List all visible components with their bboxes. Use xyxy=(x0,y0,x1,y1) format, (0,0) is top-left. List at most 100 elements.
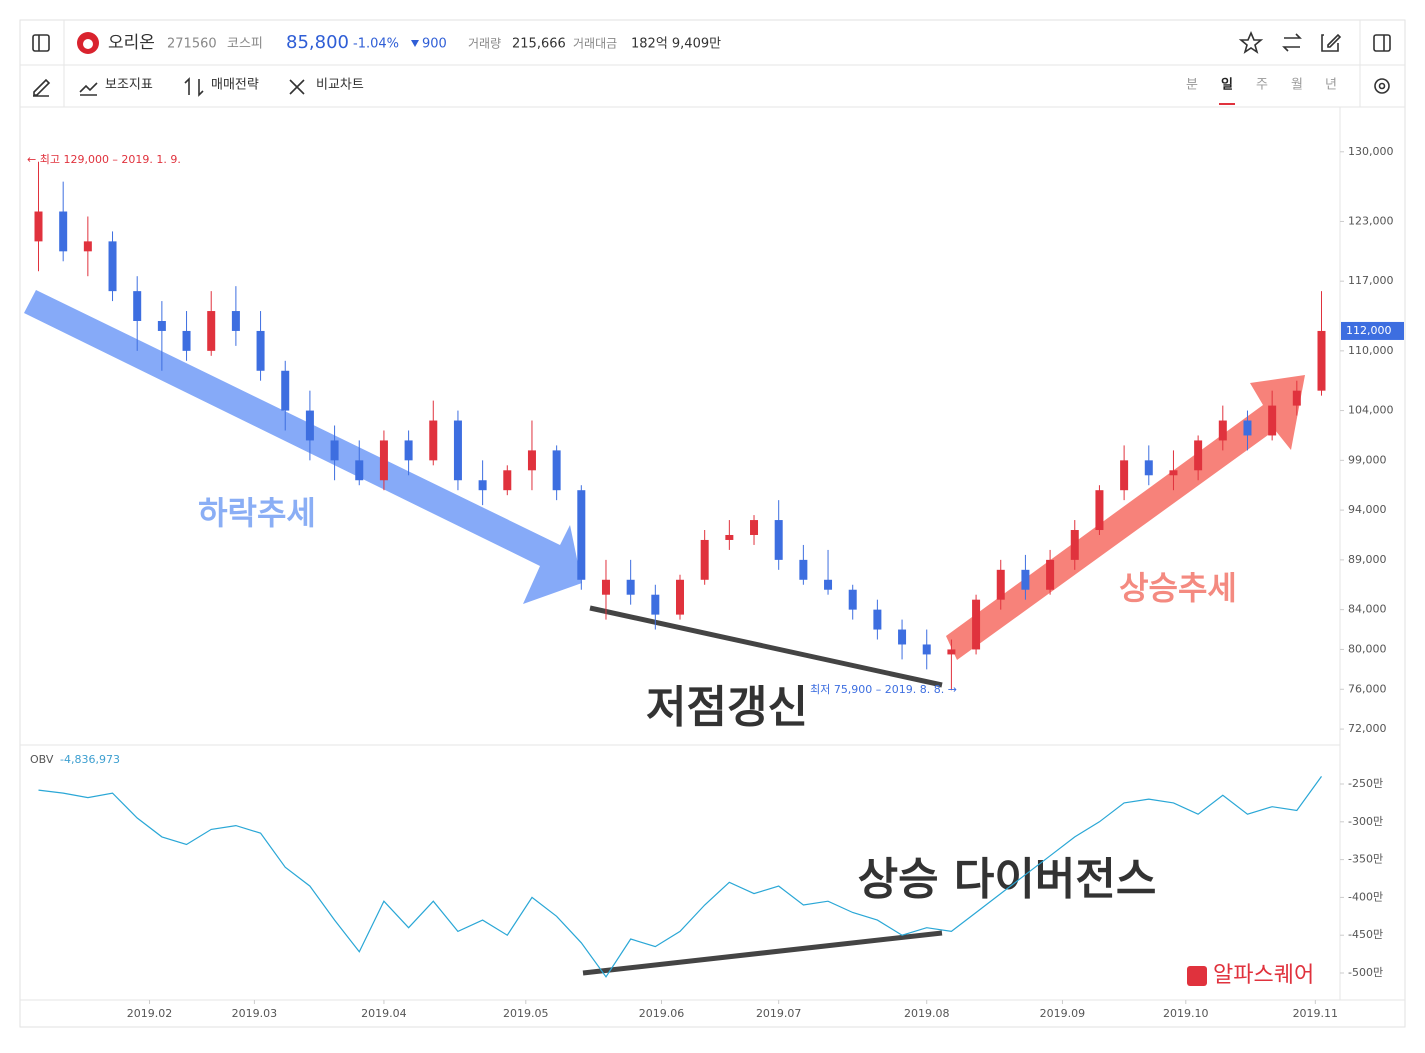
indicator-name: OBV xyxy=(30,753,54,766)
x-tick-label: 2019.09 xyxy=(1040,1007,1086,1020)
favorite-button[interactable] xyxy=(1238,30,1264,54)
candle-body xyxy=(1243,420,1252,436)
candle-body xyxy=(478,480,487,491)
swap-button[interactable] xyxy=(1282,33,1302,52)
stock-code: 271560 xyxy=(167,37,217,52)
candle-body xyxy=(527,450,536,471)
candle-body xyxy=(34,211,43,242)
candle-body xyxy=(133,291,142,321)
candle-body xyxy=(429,420,438,461)
x-tick-label: 2019.08 xyxy=(904,1007,950,1020)
y-tick-label: 80,000 xyxy=(1348,642,1387,655)
y-tick-label: 94,000 xyxy=(1348,503,1387,516)
period-button[interactable]: 일 xyxy=(1221,78,1233,93)
y-tick-label: 99,000 xyxy=(1348,453,1387,466)
candle-body xyxy=(725,534,734,540)
x-tick-label: 2019.04 xyxy=(361,1007,407,1020)
market: 코스피 xyxy=(227,37,263,52)
indicator-value: -4,836,973 xyxy=(60,753,120,766)
candle-body xyxy=(1194,440,1203,471)
obv-trend-line xyxy=(582,930,943,976)
change: 900 xyxy=(422,37,447,52)
annotation: 상승추세 xyxy=(1119,569,1237,607)
y-tick-label: 89,000 xyxy=(1348,553,1387,566)
panel-toggle[interactable] xyxy=(1373,34,1391,52)
indicator-icon xyxy=(79,82,98,96)
candle-body xyxy=(774,520,783,560)
watermark: 알파스퀘어 xyxy=(1213,963,1314,988)
volume: 215,666 xyxy=(512,37,566,52)
candle-body xyxy=(750,520,759,535)
draw-tool[interactable] xyxy=(33,78,51,97)
x-tick-label: 2019.03 xyxy=(232,1007,278,1020)
settings-button[interactable] xyxy=(1374,78,1390,94)
candle-body xyxy=(873,609,882,630)
y-tick-label: 117,000 xyxy=(1348,274,1394,287)
candle-body xyxy=(1317,330,1326,391)
candle-body xyxy=(824,579,833,590)
candle-body xyxy=(601,579,610,595)
toolbar-button[interactable]: 보조지표 xyxy=(105,78,153,93)
price: 85,800 xyxy=(286,32,349,53)
candle-body xyxy=(453,420,462,481)
y-tick-label: -300만 xyxy=(1348,815,1383,828)
candle-body xyxy=(1292,390,1301,406)
annotation: 저점갱신 xyxy=(646,682,808,733)
sidebar-toggle[interactable] xyxy=(32,34,50,52)
candle-body xyxy=(355,460,364,481)
candle-body xyxy=(676,579,684,615)
x-tick-label: 2019.02 xyxy=(127,1007,173,1020)
candle-body xyxy=(182,330,191,351)
stock-logo xyxy=(83,39,93,49)
candle-body xyxy=(207,311,216,351)
low-trend-line xyxy=(589,605,943,688)
amount: 182억 9,409만 xyxy=(631,37,721,52)
period-button[interactable]: 주 xyxy=(1256,78,1268,93)
candle-body xyxy=(700,539,709,580)
annotation: 하락추세 xyxy=(198,494,316,532)
last-price-box xyxy=(1341,321,1404,340)
y-tick-label: -500만 xyxy=(1348,966,1383,979)
y-tick-label: -250만 xyxy=(1348,777,1383,790)
down-trend-arrow xyxy=(24,290,582,604)
candle-body xyxy=(898,629,907,645)
last-price-label: 112,000 xyxy=(1346,324,1392,337)
candle-body xyxy=(281,370,290,411)
candle-body xyxy=(256,330,265,371)
candle-body xyxy=(1021,569,1030,590)
up-trend-arrow xyxy=(946,375,1305,660)
y-tick-label: 84,000 xyxy=(1348,603,1387,616)
active-underline xyxy=(1219,103,1235,105)
toolbar-button[interactable]: 비교차트 xyxy=(316,78,364,93)
y-tick-label: -350만 xyxy=(1348,853,1383,866)
x-tick-label: 2019.10 xyxy=(1163,1007,1209,1020)
down-icon xyxy=(411,40,419,47)
candle-body xyxy=(799,559,808,580)
compare-icon xyxy=(289,79,305,95)
candle-body xyxy=(379,440,388,481)
period-button[interactable]: 년 xyxy=(1325,78,1337,93)
volume-label: 거래량 xyxy=(468,37,501,51)
candle-body xyxy=(59,211,68,252)
candle-body xyxy=(108,241,117,292)
toolbar-button[interactable]: 매매전략 xyxy=(211,78,259,93)
icon-part xyxy=(1378,82,1386,90)
candle-body xyxy=(1218,420,1227,441)
candle-body xyxy=(503,470,512,491)
candle-body xyxy=(305,410,314,441)
x-tick-label: 2019.06 xyxy=(639,1007,685,1020)
change-pct: -1.04% xyxy=(353,37,399,52)
edit-button[interactable] xyxy=(1321,33,1342,52)
strategy-icon xyxy=(184,77,204,97)
candle-body xyxy=(83,241,92,252)
period-button[interactable]: 월 xyxy=(1291,78,1303,93)
candle-body xyxy=(1144,460,1153,476)
low-label: 최저 75,900 – 2019. 8. 8. → xyxy=(810,683,957,696)
candle-body xyxy=(1095,490,1104,531)
y-tick-label: 72,000 xyxy=(1348,722,1387,735)
period-button[interactable]: 분 xyxy=(1186,78,1198,93)
candle-body xyxy=(972,599,981,650)
candle-body xyxy=(996,569,1005,600)
candle-body xyxy=(947,649,956,655)
